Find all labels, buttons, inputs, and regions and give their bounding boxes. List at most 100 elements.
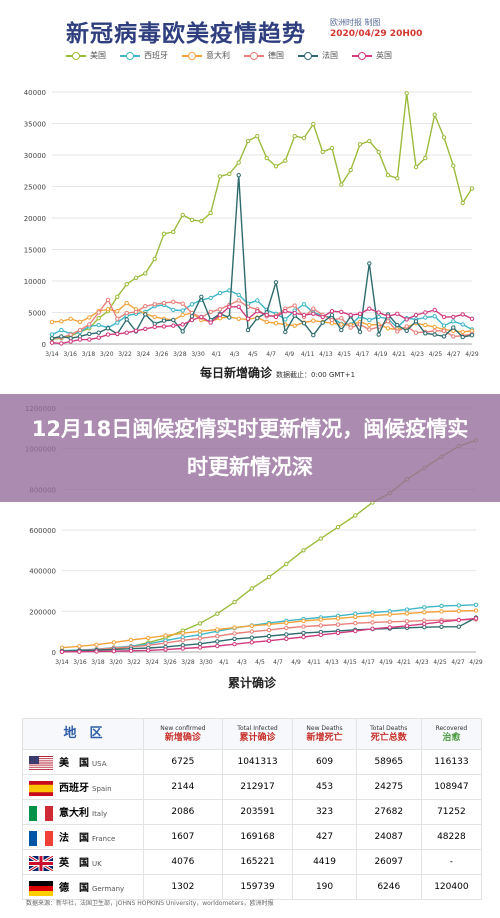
- total-data-point: [163, 640, 168, 646]
- daily-data-point: [217, 312, 223, 318]
- new-confirmed-cell: 6725: [143, 749, 223, 775]
- total-data-point: [422, 621, 427, 627]
- daily-data-point: [376, 310, 381, 315]
- daily-data-point: [460, 334, 465, 340]
- daily-chart-note: 数据截止：0:00 GMT+1: [276, 371, 356, 379]
- usa-flag-part: [29, 755, 39, 764]
- daily-data-point: [451, 163, 456, 168]
- daily-data-point: [208, 295, 213, 301]
- daily-data-point: [236, 173, 241, 178]
- spain-flag-icon: [29, 780, 53, 796]
- daily-x-tick-label: 3/24: [137, 351, 151, 358]
- usa-flag-part: [29, 768, 53, 770]
- total-data-point: [197, 621, 203, 626]
- daily-x-tick-label: 3/16: [64, 351, 78, 358]
- daily-series-line: [51, 175, 473, 340]
- legend-marker: [66, 51, 86, 60]
- total-data-point: [232, 599, 237, 605]
- total-data-point: [197, 641, 203, 647]
- daily-data-point: [105, 297, 111, 303]
- daily-data-point: [469, 333, 475, 338]
- daily-data-point: [339, 309, 344, 315]
- total-data-point: [163, 647, 168, 652]
- daily-data-point: [339, 182, 344, 187]
- total-x-tick-label: 3/26: [163, 659, 177, 666]
- germany-flag-part: [29, 880, 53, 886]
- total-data-point: [180, 631, 186, 636]
- daily-data-point: [77, 319, 83, 325]
- total-data-point: [284, 636, 289, 642]
- daily-data-point: [143, 312, 148, 317]
- usa-flag-part: [29, 766, 53, 768]
- daily-data-point: [96, 330, 101, 335]
- chart-title: 新冠病毒欧美疫情趋势: [66, 21, 306, 47]
- daily-data-point: [376, 314, 381, 320]
- usa-flag-part: [29, 761, 53, 763]
- total-x-tick-label: 4/19: [379, 659, 393, 666]
- usa-flag-part: [29, 757, 53, 759]
- country-stats-table: 地 区 New confirmed 新增确诊 Total Infected 累计确诊…: [22, 718, 483, 900]
- daily-data-point: [124, 317, 129, 322]
- daily-data-point: [432, 112, 437, 117]
- daily-data-point: [357, 329, 363, 335]
- total-x-tick-label: 4/17: [361, 659, 375, 666]
- total-data-point: [249, 586, 255, 591]
- total-data-point: [456, 617, 461, 623]
- article-title-banner[interactable]: 12月18日闽候疫情实时更新情况，闽候疫情实时更新情况深: [0, 394, 500, 502]
- daily-data-point: [124, 282, 129, 287]
- daily-x-tick-label: 3/30: [191, 351, 205, 358]
- total-data-point: [59, 649, 65, 655]
- daily-data-point: [68, 332, 73, 337]
- daily-data-point: [105, 326, 111, 331]
- total-data-point: [215, 639, 220, 644]
- daily-data-point: [115, 294, 120, 300]
- total-data-point: [456, 603, 461, 608]
- daily-data-point: [376, 332, 381, 337]
- total-data-point: [215, 627, 220, 632]
- daily-x-tick-label: 4/1: [212, 351, 222, 358]
- daily-data-point: [143, 304, 148, 309]
- total-data-point: [128, 637, 134, 643]
- table-row: 法 国 France 1607 169168 427 24087 48228: [22, 824, 483, 850]
- table-row: 美 国 USA 6725 1041313 609 58965 116133: [22, 749, 483, 775]
- daily-x-tick-label: 4/5: [248, 351, 258, 358]
- daily-data-point: [441, 135, 447, 140]
- daily-data-point: [451, 334, 456, 339]
- total-x-tick-label: 3/24: [145, 659, 159, 666]
- total-data-point: [335, 630, 341, 636]
- total-data-point: [284, 632, 289, 637]
- daily-new-cases-chart: 0 5000 10000 15000 20000 25000 30000 35000 40000…: [24, 89, 479, 358]
- daily-x-tick-label: 4/11: [301, 351, 315, 358]
- country-name-cn: 意大利: [59, 807, 89, 819]
- total-x-tick-label: 4/9: [291, 659, 301, 666]
- total-data-point: [249, 635, 255, 640]
- total-data-point: [163, 633, 168, 638]
- daily-data-point: [357, 142, 363, 147]
- total-data-point: [387, 625, 392, 630]
- total-deaths-cell: 58965: [355, 749, 422, 775]
- total-data-point: [180, 638, 186, 643]
- daily-data-point: [413, 330, 419, 335]
- legend-item-spain: 西班牙: [120, 50, 168, 61]
- daily-data-point: [301, 302, 307, 307]
- daily-data-point: [273, 314, 279, 320]
- daily-data-point: [143, 271, 148, 276]
- total-x-tick-label: 4/27: [451, 659, 465, 666]
- daily-data-point: [273, 321, 279, 326]
- total-x-tick-label: 3/14: [55, 659, 69, 666]
- new-confirmed-cell: 2086: [143, 799, 223, 825]
- total-data-point: [128, 648, 134, 654]
- total-x-tick-label: 4/23: [415, 659, 429, 666]
- daily-x-tick-label: 4/7: [266, 351, 276, 358]
- daily-data-point: [77, 327, 83, 333]
- daily-data-point: [404, 328, 409, 334]
- daily-data-point: [348, 312, 353, 318]
- usa-flag-part: [29, 769, 53, 771]
- daily-data-point: [96, 310, 101, 315]
- new-confirmed-cell: 2144: [143, 774, 223, 800]
- france-flag-icon: [29, 830, 53, 846]
- daily-data-point: [236, 304, 241, 310]
- legend-label: 西班牙: [144, 51, 168, 60]
- total-data-point: [77, 644, 82, 649]
- daily-data-point: [367, 261, 372, 266]
